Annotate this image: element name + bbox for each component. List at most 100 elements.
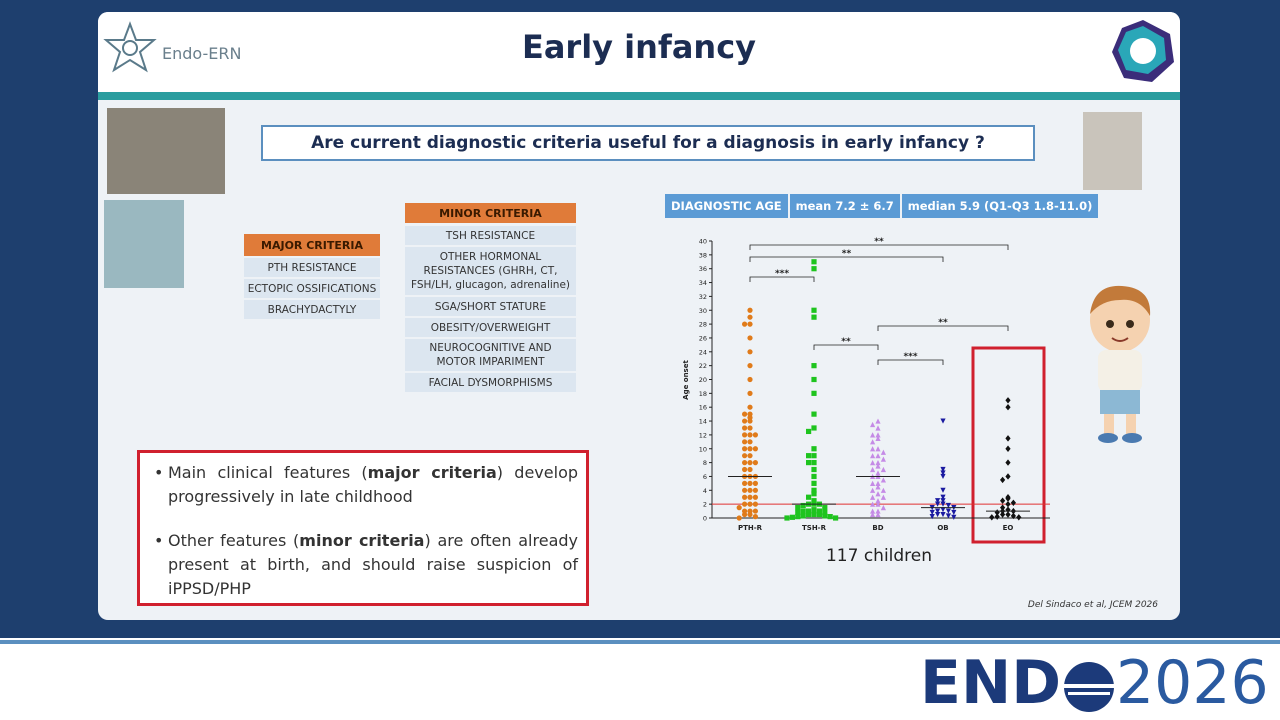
- data-point: [742, 418, 748, 424]
- data-point: [875, 425, 881, 431]
- data-point: [870, 508, 876, 514]
- data-point: [929, 509, 935, 516]
- citation: Del Sindaco et al, JCEM 2026: [1027, 600, 1158, 610]
- y-tick-label: 10: [699, 445, 707, 453]
- data-point: [742, 439, 748, 445]
- data-point: [875, 491, 881, 497]
- data-point: [1005, 459, 1011, 466]
- data-point: [870, 466, 876, 473]
- data-point: [1000, 504, 1006, 511]
- data-point: [935, 501, 941, 507]
- data-point: [875, 480, 881, 486]
- data-point: [747, 460, 753, 466]
- data-point: [742, 511, 748, 518]
- significance-bracket: [877, 325, 1009, 331]
- data-point: [811, 259, 817, 265]
- table-row: TSH RESISTANCE: [405, 226, 576, 245]
- data-point: [940, 473, 946, 480]
- significance-label: ***: [775, 269, 789, 279]
- slide-title: Early infancy: [521, 28, 757, 66]
- data-point: [747, 439, 753, 445]
- data-point: [940, 418, 946, 424]
- data-point: [747, 390, 753, 396]
- data-point: [747, 466, 753, 473]
- data-point: [752, 446, 759, 452]
- x-tick-label: TSH-R: [802, 524, 827, 532]
- y-axis-label: Age onset: [682, 360, 690, 400]
- data-point: [827, 514, 833, 520]
- y-tick-label: 18: [699, 390, 707, 398]
- data-point: [811, 411, 817, 417]
- y-tick-label: 6: [703, 473, 707, 481]
- table-header: MAJOR CRITERIA: [244, 234, 380, 256]
- x-tick-label: BD: [872, 524, 883, 532]
- data-point: [994, 509, 1000, 516]
- data-point: [945, 513, 951, 519]
- y-tick-label: 8: [703, 459, 707, 467]
- stats-mean: mean 7.2 ± 6.7: [790, 194, 902, 218]
- data-point: [747, 321, 753, 327]
- data-point: [811, 376, 817, 383]
- photo-speaker: [1083, 112, 1142, 190]
- data-point: [747, 314, 753, 320]
- data-point: [752, 508, 759, 514]
- data-point: [806, 460, 812, 466]
- brand-right: 2026: [1116, 648, 1269, 718]
- data-point: [875, 498, 881, 504]
- org-name: Endo-ERN: [162, 44, 242, 63]
- data-point: [875, 511, 881, 518]
- table-row: ECTOPIC OSSIFICATIONS: [244, 279, 380, 298]
- table-row: SGA/SHORT STATURE: [405, 297, 576, 316]
- data-point: [940, 494, 946, 500]
- data-point: [747, 480, 753, 486]
- photo-clinic: [104, 200, 184, 288]
- data-point: [940, 507, 946, 513]
- data-point: [880, 487, 886, 493]
- significance-label: **: [938, 318, 948, 328]
- data-point: [752, 460, 759, 466]
- data-point: [875, 484, 881, 490]
- y-tick-label: 34: [699, 279, 707, 287]
- data-point: [880, 456, 886, 462]
- y-tick-label: 28: [699, 321, 707, 329]
- data-point: [742, 466, 748, 473]
- data-point: [747, 425, 753, 431]
- data-point: [742, 453, 748, 459]
- data-point: [752, 501, 759, 507]
- data-point: [811, 491, 817, 497]
- significance-label: **: [842, 249, 852, 259]
- data-point: [752, 487, 759, 493]
- data-point: [875, 435, 881, 441]
- y-tick-label: 4: [703, 487, 707, 495]
- data-point: [742, 494, 748, 500]
- data-point: [795, 509, 801, 516]
- data-point: [806, 494, 812, 500]
- significance-label: **: [874, 237, 884, 247]
- table-row: BRACHYDACTYLY: [244, 300, 380, 319]
- data-point: [1005, 511, 1011, 518]
- y-tick-label: 36: [699, 265, 707, 273]
- brand-left: END: [920, 648, 1062, 718]
- significance-bracket: [877, 359, 944, 365]
- major-criteria-table: MAJOR CRITERIA PTH RESISTANCE ECTOPIC OS…: [244, 234, 380, 319]
- data-point: [747, 418, 753, 424]
- data-point: [945, 508, 951, 514]
- y-tick-label: 38: [699, 251, 707, 259]
- data-point: [811, 390, 817, 396]
- data-point: [742, 480, 748, 486]
- data-point: [940, 470, 946, 476]
- data-point: [880, 494, 886, 500]
- y-tick-label: 32: [699, 293, 707, 301]
- data-point: [736, 515, 742, 521]
- endo-logo: [1112, 20, 1174, 82]
- summary-box: • Main clinical features (major criteria)…: [137, 450, 589, 606]
- y-tick-label: 40: [699, 238, 707, 246]
- text: ) are often already present at birth, an…: [168, 531, 578, 598]
- data-point: [806, 428, 812, 435]
- y-tick-label: 0: [703, 515, 707, 523]
- data-point: [1005, 397, 1011, 404]
- data-point: [1016, 514, 1022, 521]
- y-tick-label: 30: [699, 307, 707, 315]
- table-row: NEUROCOGNITIVE AND MOTOR IMPARIMENT: [405, 339, 576, 371]
